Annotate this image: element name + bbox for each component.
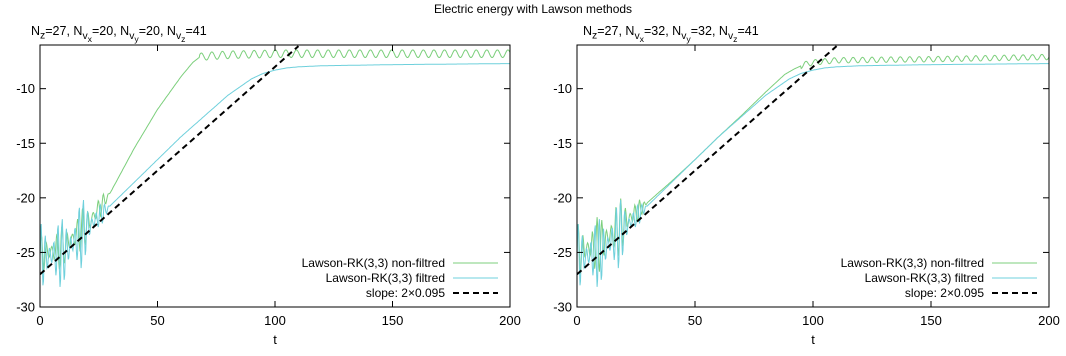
nz-value: 27 (604, 24, 619, 38)
y-tick-label: -10 (16, 81, 35, 96)
x-tick-label: 150 (920, 313, 942, 328)
legend-label-2: slope: 2×0.095 (905, 286, 984, 300)
legend-label-0: Lawson-RK(3,3) non-filtred (841, 256, 984, 270)
nvy-value: 32 (698, 24, 712, 38)
x-tick-label: 100 (264, 313, 286, 328)
y-tick-label: -25 (553, 245, 572, 260)
y-tick-label: -20 (16, 190, 35, 205)
series-line-2 (577, 45, 838, 276)
legend-label-0: Lawson-RK(3,3) non-filtred (302, 256, 445, 270)
x-tick-label: 150 (382, 313, 404, 328)
x-axis-label: t (273, 332, 277, 347)
nvx-value: 32 (651, 24, 666, 38)
nvz-value: 41 (192, 24, 207, 38)
x-tick-label: 50 (150, 313, 164, 328)
series-line-1 (577, 63, 1049, 287)
nvy-value: 20 (146, 24, 160, 38)
legend-label-2: slope: 2×0.095 (366, 286, 445, 300)
series-line-0 (577, 53, 1049, 274)
figure-title: Electric energy with Lawson methods (433, 2, 633, 16)
y-tick-label: -25 (16, 245, 35, 260)
series-line-1 (40, 63, 510, 287)
panel-title-left: Nz=27, Nvx=20, Nvy=20, Nvz=41 (31, 24, 207, 44)
nvz-value: 41 (744, 24, 759, 38)
series-line-2 (40, 45, 300, 276)
legend-label-1: Lawson-RK(3,3) filtred (326, 271, 445, 285)
x-tick-label: 50 (688, 313, 702, 328)
nvx-value: 20 (99, 24, 114, 38)
nz-value: 27 (52, 24, 67, 38)
legend-label-1: Lawson-RK(3,3) filtred (865, 271, 984, 285)
x-tick-label: 200 (1038, 313, 1060, 328)
y-tick-label: -30 (553, 300, 572, 315)
y-tick-label: -10 (553, 81, 572, 96)
x-tick-label: 200 (499, 313, 521, 328)
y-tick-label: -15 (16, 136, 35, 151)
y-tick-label: -20 (553, 190, 572, 205)
panel-title-right: Nz=27, Nvx=32, Nvy=32, Nvz=41 (583, 24, 759, 44)
x-tick-label: 0 (573, 313, 580, 328)
x-tick-label: 100 (802, 313, 824, 328)
x-tick-label: 0 (36, 313, 43, 328)
y-tick-label: -15 (553, 136, 572, 151)
series-group (577, 45, 1049, 287)
x-axis-label: t (811, 332, 815, 347)
y-tick-label: -30 (16, 300, 35, 315)
